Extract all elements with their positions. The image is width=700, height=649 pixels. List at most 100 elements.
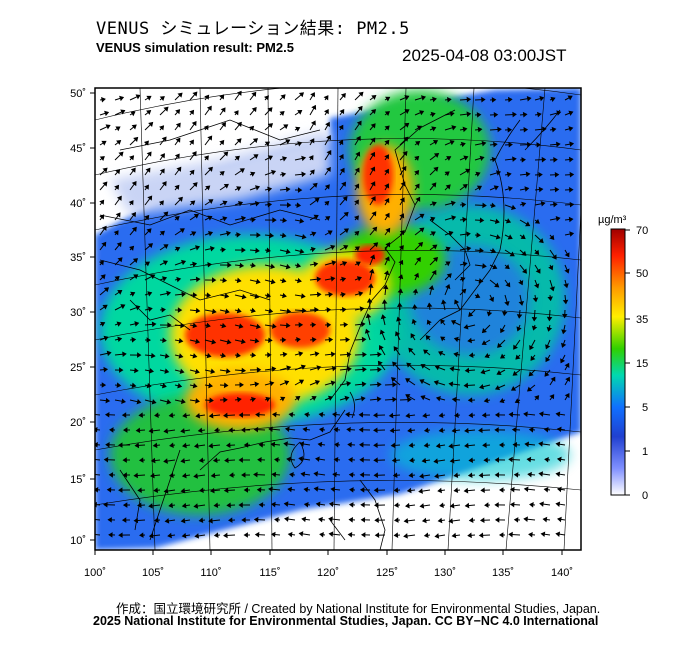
wind-arrowhead xyxy=(328,336,334,343)
wind-arrowhead xyxy=(463,324,469,330)
wind-arrowhead xyxy=(313,471,319,477)
wind-arrowhead xyxy=(340,92,346,99)
wind-arrowhead xyxy=(130,111,136,117)
lon-label: 105˚ xyxy=(142,567,164,579)
wind-arrowhead xyxy=(501,311,508,317)
wind-arrowhead xyxy=(356,120,362,126)
wind-arrowhead xyxy=(146,95,152,101)
wind-arrowhead xyxy=(223,397,228,403)
wind-arrowhead xyxy=(160,153,165,159)
wind-arrowhead xyxy=(192,353,198,359)
wind-arrowhead xyxy=(531,325,538,331)
wind-arrowhead xyxy=(362,351,367,358)
wind-arrowhead xyxy=(555,411,561,417)
wind-arrowhead xyxy=(95,487,99,493)
wind-arrowhead xyxy=(150,274,156,280)
wind-arrowhead xyxy=(106,350,112,357)
wind-arrowhead xyxy=(370,254,376,260)
wind-arrowhead xyxy=(355,151,361,157)
wind-arrowhead xyxy=(311,395,317,401)
wind-arrowhead xyxy=(179,228,185,234)
wind-arrowhead xyxy=(341,181,346,187)
wind-arrowhead xyxy=(118,487,123,493)
wind-arrowhead xyxy=(283,501,289,507)
wind-arrowhead xyxy=(180,488,186,494)
wind-arrowhead xyxy=(103,335,109,341)
wind-arrowhead xyxy=(206,292,212,298)
wind-arrowhead xyxy=(121,412,127,418)
wind-arrowhead xyxy=(253,471,258,478)
wind-arrowhead xyxy=(505,282,511,288)
wind-arrowhead xyxy=(161,276,168,282)
wind-arrowhead xyxy=(476,185,483,191)
wind-arrowhead xyxy=(295,395,301,401)
wind-arrowhead xyxy=(393,532,399,538)
wind-arrowhead xyxy=(404,122,410,128)
wind-arrowhead xyxy=(359,457,364,463)
wind-arrowhead xyxy=(147,306,153,312)
wind-arrowhead xyxy=(529,344,535,351)
wind-arrowhead xyxy=(527,471,532,478)
colorbar-tick-label: 50 xyxy=(636,268,648,280)
wind-arrowhead xyxy=(510,385,517,391)
wind-arrowhead xyxy=(234,155,240,161)
wind-arrowhead xyxy=(338,139,344,146)
wind-arrowhead xyxy=(497,342,503,348)
lon-label: 125˚ xyxy=(376,567,398,579)
wind-arrowhead xyxy=(104,411,110,418)
wind-arrowhead xyxy=(313,214,319,220)
wind-arrowhead xyxy=(430,216,436,222)
latitude-labels: 50˚ 45˚ 40˚ 35˚ 30˚ 25˚ 20˚ 15˚ 10˚ xyxy=(70,88,86,547)
wind-arrowhead xyxy=(361,336,367,343)
wind-arrowhead xyxy=(479,155,485,162)
wind-arrowhead xyxy=(317,441,323,448)
wind-arrowhead xyxy=(136,398,142,405)
wind-arrowhead xyxy=(108,472,114,478)
wind-arrowhead xyxy=(250,307,256,314)
wind-arrowhead xyxy=(435,396,441,402)
colorbar: µg/m³ 70 50 35 15 5 1 0 xyxy=(598,214,648,502)
wind-arrowhead xyxy=(303,486,309,493)
wind-arrowhead xyxy=(544,457,549,463)
wind-arrowhead xyxy=(523,126,529,133)
wind-arrowhead xyxy=(258,442,263,448)
wind-arrowhead xyxy=(486,311,493,317)
wind-arrowhead xyxy=(274,517,279,523)
wind-arrowhead xyxy=(417,241,424,248)
wind-arrowhead xyxy=(227,517,233,523)
wind-arrowhead xyxy=(438,427,444,434)
wind-arrowhead xyxy=(403,136,409,142)
wind-arrowhead xyxy=(405,394,411,399)
colorbar-tick-label: 5 xyxy=(642,402,648,414)
wind-arrowhead xyxy=(116,241,122,248)
wind-arrowhead xyxy=(468,352,474,358)
wind-arrowhead xyxy=(549,234,555,240)
wind-arrowhead xyxy=(254,185,261,191)
wind-arrowhead xyxy=(241,247,246,253)
wind-arrowhead xyxy=(285,186,291,193)
wind-arrowhead xyxy=(120,109,126,115)
wind-arrowhead xyxy=(310,92,315,98)
wind-arrowhead xyxy=(407,427,412,434)
wind-arrow xyxy=(95,519,101,521)
wind-arrowhead xyxy=(550,376,556,382)
wind-arrowhead xyxy=(326,322,332,328)
lon-label: 130˚ xyxy=(434,567,456,579)
wind-arrowhead xyxy=(115,126,121,132)
wind-arrowhead xyxy=(462,216,468,223)
wind-arrowhead xyxy=(177,307,183,313)
wind-arrowhead xyxy=(314,379,320,386)
wind-arrowhead xyxy=(236,138,242,144)
wind-arrowhead xyxy=(204,94,210,100)
wind-arrowhead xyxy=(379,329,385,335)
wind-arrowhead xyxy=(359,487,365,493)
wind-arrowhead xyxy=(239,382,244,388)
wind-arrowhead xyxy=(168,502,174,509)
wind-arrowhead xyxy=(349,487,354,493)
wind-arrowhead xyxy=(298,379,305,385)
colorbar-tick-label: 0 xyxy=(642,490,648,502)
wind-arrowhead xyxy=(236,90,242,96)
wind-arrowhead xyxy=(479,247,484,254)
wind-arrowhead xyxy=(178,337,184,344)
wind-arrowhead xyxy=(180,428,185,434)
